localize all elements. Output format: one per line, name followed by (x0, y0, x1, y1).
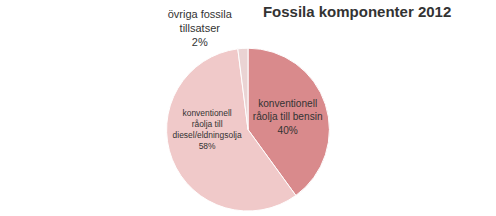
svg-text:konventionellråolja tilldiesel: konventionellråolja tilldiesel/eldningso… (173, 108, 242, 151)
svg-text:Fossila komponenter 2012: Fossila komponenter 2012 (263, 3, 451, 20)
svg-text:övriga fossilatillsatser2%: övriga fossilatillsatser2% (168, 8, 233, 49)
svg-text:konventionellråolja till bensi: konventionellråolja till bensin40% (253, 98, 323, 135)
